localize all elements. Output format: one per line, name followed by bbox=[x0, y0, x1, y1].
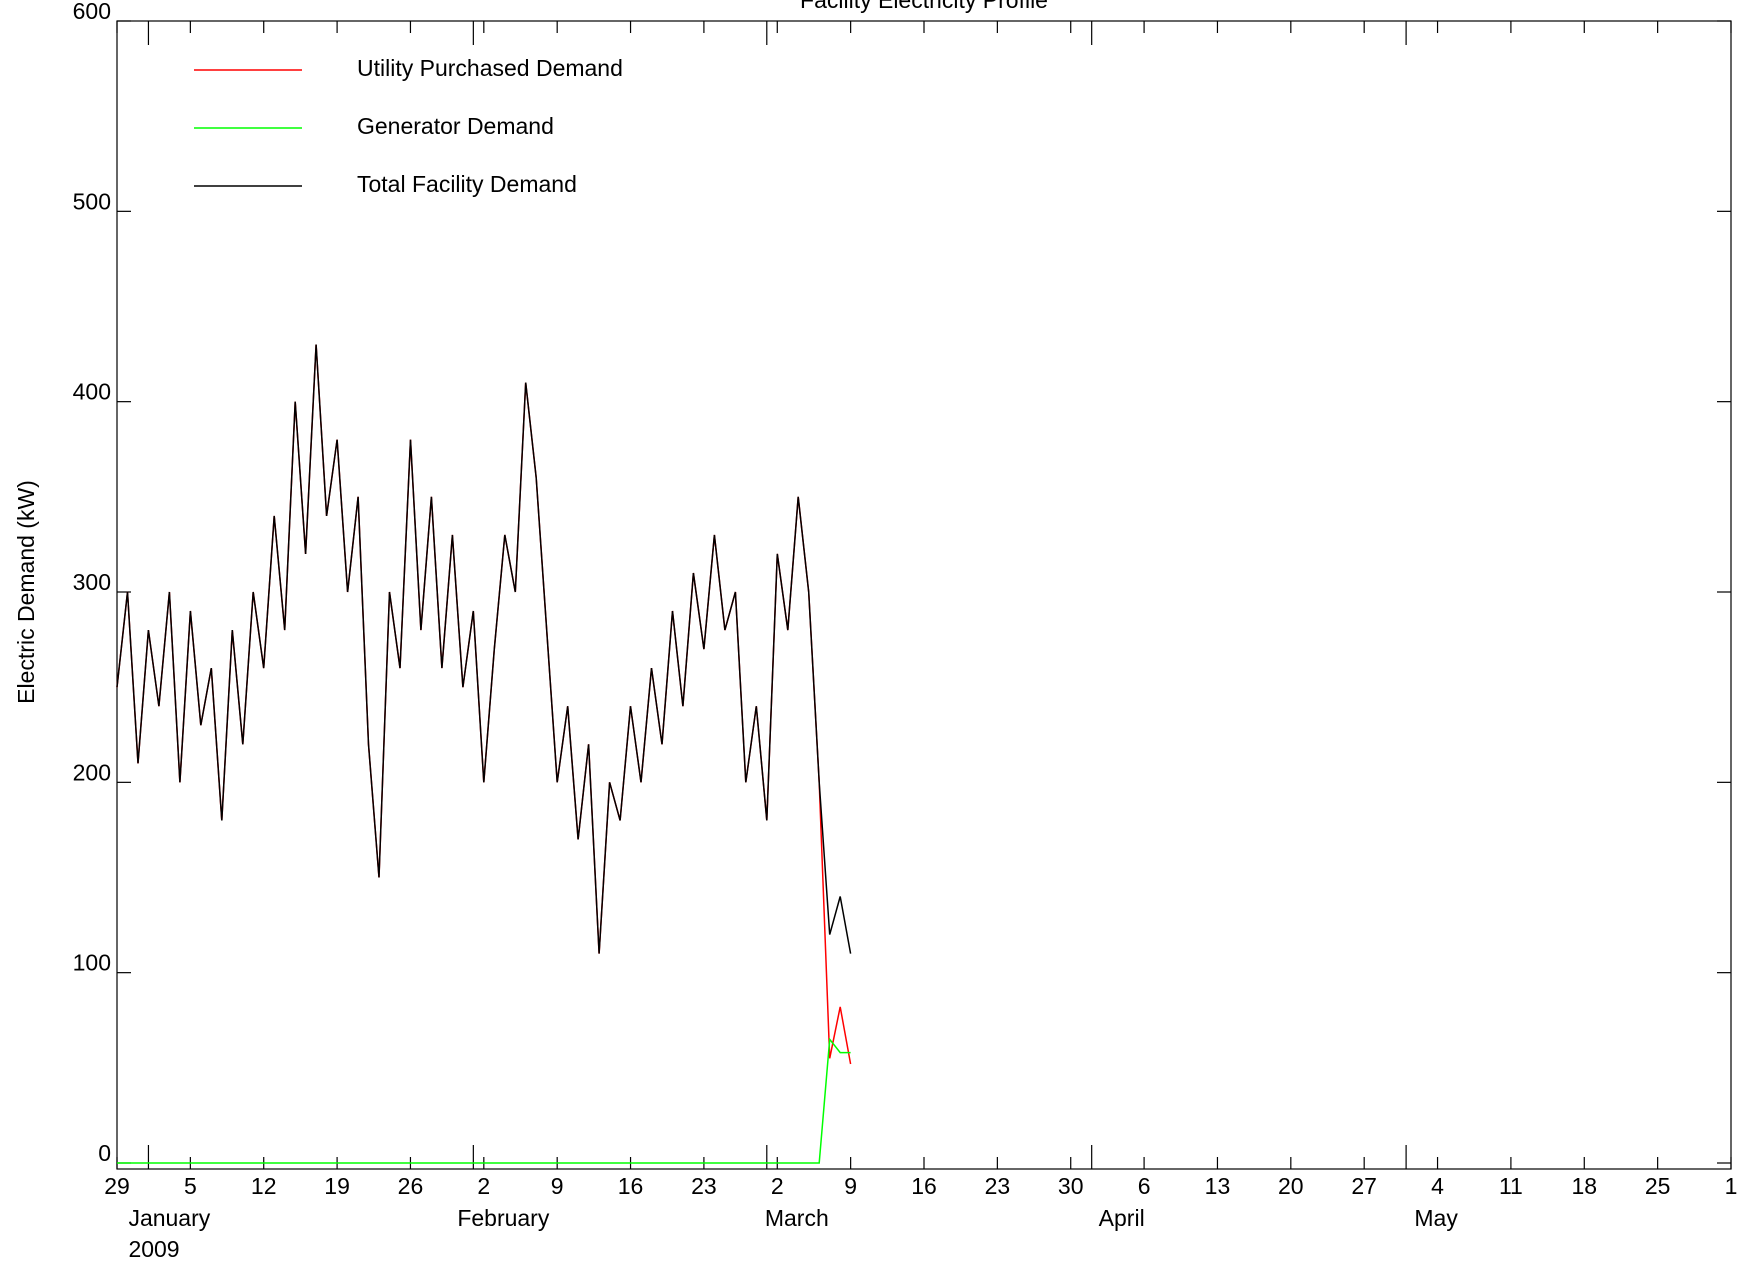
series-line bbox=[116, 344, 852, 1065]
month-label: April bbox=[1099, 1205, 1145, 1231]
legend-label: Total Facility Demand bbox=[357, 171, 577, 197]
y-tick-label: 200 bbox=[73, 759, 111, 785]
series-line bbox=[116, 344, 852, 954]
x-tick-label: 23 bbox=[985, 1173, 1011, 1199]
y-tick-label: 300 bbox=[73, 569, 111, 595]
month-label: March bbox=[765, 1205, 829, 1231]
x-tick-label: 2 bbox=[771, 1173, 784, 1199]
x-tick-label: 11 bbox=[1499, 1173, 1523, 1199]
x-tick-label: 1 bbox=[1725, 1173, 1738, 1199]
x-tick-label: 23 bbox=[691, 1173, 717, 1199]
legend-label: Utility Purchased Demand bbox=[357, 55, 623, 81]
x-tick-label: 16 bbox=[618, 1173, 644, 1199]
x-tick-label: 6 bbox=[1138, 1173, 1151, 1199]
month-label: May bbox=[1414, 1205, 1458, 1231]
x-tick-label: 12 bbox=[251, 1173, 277, 1199]
x-tick-label: 9 bbox=[844, 1173, 857, 1199]
chart-title: Facility Electricity Profile bbox=[800, 0, 1048, 13]
month-label: February bbox=[457, 1205, 550, 1231]
x-tick-label: 26 bbox=[398, 1173, 424, 1199]
x-tick-label: 20 bbox=[1278, 1173, 1304, 1199]
month-label: January bbox=[128, 1205, 210, 1231]
x-tick-label: 16 bbox=[911, 1173, 937, 1199]
x-tick-label: 19 bbox=[324, 1173, 350, 1199]
x-tick-label: 2 bbox=[477, 1173, 490, 1199]
y-tick-label: 400 bbox=[73, 379, 111, 405]
y-tick-label: 600 bbox=[73, 0, 111, 24]
x-tick-label: 18 bbox=[1571, 1173, 1597, 1199]
x-tick-label: 4 bbox=[1431, 1173, 1444, 1199]
x-tick-label: 25 bbox=[1645, 1173, 1671, 1199]
y-axis-label: Electric Demand (kW) bbox=[13, 480, 39, 704]
x-tick-label: 9 bbox=[551, 1173, 564, 1199]
x-tick-label: 5 bbox=[184, 1173, 197, 1199]
year-label: 2009 bbox=[128, 1236, 179, 1262]
y-tick-label: 0 bbox=[98, 1140, 111, 1166]
series-line bbox=[117, 1037, 851, 1164]
y-tick-label: 500 bbox=[73, 188, 111, 214]
x-tick-label: 29 bbox=[104, 1173, 130, 1199]
y-tick-label: 100 bbox=[73, 950, 111, 976]
x-tick-label: 30 bbox=[1058, 1173, 1084, 1199]
x-tick-label: 27 bbox=[1351, 1173, 1377, 1199]
x-tick-label: 13 bbox=[1205, 1173, 1231, 1199]
legend-label: Generator Demand bbox=[357, 113, 554, 139]
